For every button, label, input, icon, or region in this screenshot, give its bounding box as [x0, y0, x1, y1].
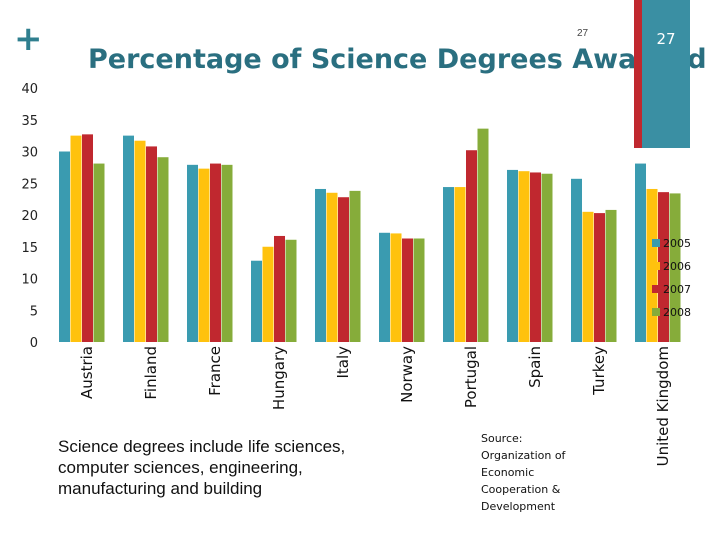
bar-chart: 0 5 10 15 20 25 30 35 40 Austria Finland France Hun…: [21, 82, 691, 467]
bar-italy-2008: [349, 190, 361, 342]
bar-norway-2006: [390, 233, 402, 342]
y-tick-label: 25: [21, 177, 38, 192]
y-tick-label: 0: [30, 336, 38, 351]
bar-italy-2007: [338, 197, 349, 342]
x-tick-label: Austria: [78, 346, 96, 399]
bar-austria-2006: [70, 135, 82, 342]
bar-italy-2006: [326, 192, 338, 342]
y-tick-label: 5: [30, 304, 38, 319]
bar-austria-2005: [59, 151, 70, 342]
bar-france-2005: [187, 164, 198, 342]
bar-portugal-2007: [466, 150, 477, 342]
bar-portugal-2006: [454, 187, 466, 342]
y-tick-label: 20: [21, 209, 38, 224]
chart-title: Percentage of Science Degrees Awarded: [88, 44, 707, 75]
y-tick-label: 30: [21, 146, 38, 161]
bar-united-kingdom-2008: [669, 193, 681, 342]
y-tick-label: 35: [21, 114, 38, 129]
bar-turkey-2007: [594, 213, 605, 342]
bar-portugal-2005: [443, 187, 454, 342]
bar-spain-2005: [507, 169, 518, 342]
plus-icon: +: [14, 19, 43, 59]
bar-france-2008: [221, 164, 233, 342]
legend-swatch-2005: [652, 239, 660, 247]
bar-finland-2007: [146, 146, 157, 342]
bar-finland-2005: [123, 135, 134, 342]
accent-red-bar: [634, 0, 642, 148]
bar-portugal-2008: [477, 128, 489, 342]
bars: [59, 128, 681, 342]
legend-label-2008: 2008: [663, 306, 691, 319]
bar-united-kingdom-2007: [658, 192, 669, 342]
bar-turkey-2005: [571, 178, 582, 342]
x-tick-label: Turkey: [590, 346, 608, 396]
legend-swatch-2008: [652, 308, 660, 316]
x-axis-labels: Austria Finland France Hungary Italy Norway Po…: [78, 346, 672, 467]
bar-austria-2008: [93, 163, 105, 342]
bar-united-kingdom-2005: [635, 163, 646, 342]
bar-spain-2006: [518, 171, 530, 342]
source-note: Source: Organization of Economic Coopera…: [481, 432, 566, 513]
bar-finland-2006: [134, 140, 146, 342]
bar-hungary-2005: [251, 260, 262, 342]
bar-france-2006: [198, 168, 210, 342]
y-tick-label: 10: [21, 273, 38, 288]
x-tick-label: United Kingdom: [654, 346, 672, 466]
slide-number-small: 27: [577, 28, 589, 39]
bar-spain-2007: [530, 172, 541, 342]
bar-norway-2005: [379, 232, 390, 342]
bar-turkey-2006: [582, 211, 594, 342]
bar-spain-2008: [541, 173, 553, 342]
bar-italy-2005: [315, 188, 326, 342]
legend-label-2006: 2006: [663, 260, 691, 273]
accent-teal-block: [642, 0, 690, 148]
y-axis: 0 5 10 15 20 25 30 35 40: [21, 82, 38, 351]
caption: Science degrees include life sciences, c…: [58, 437, 346, 498]
bar-finland-2008: [157, 157, 169, 342]
x-tick-label: Hungary: [270, 346, 288, 410]
bar-austria-2007: [82, 134, 93, 342]
x-tick-label: Spain: [526, 346, 544, 388]
y-tick-label: 40: [21, 82, 38, 97]
y-tick-label: 15: [21, 241, 38, 256]
slide-number-box: 27: [656, 30, 676, 48]
bar-hungary-2006: [262, 246, 274, 342]
legend-label-2007: 2007: [663, 283, 691, 296]
x-tick-label: Finland: [142, 346, 160, 400]
bar-norway-2008: [413, 238, 425, 342]
bar-hungary-2007: [274, 235, 285, 342]
legend-label-2005: 2005: [663, 237, 691, 250]
bar-turkey-2008: [605, 209, 617, 342]
x-tick-label: Norway: [398, 346, 416, 403]
bar-norway-2007: [402, 238, 413, 342]
legend-swatch-2007: [652, 285, 660, 293]
x-tick-label: Portugal: [462, 346, 480, 408]
legend-swatch-2006: [652, 262, 660, 270]
x-tick-label: Italy: [334, 346, 352, 379]
bar-hungary-2008: [285, 239, 297, 342]
x-tick-label: France: [206, 346, 224, 396]
bar-france-2007: [210, 163, 221, 342]
legend: 2005 2006 2007 2008: [652, 237, 691, 319]
